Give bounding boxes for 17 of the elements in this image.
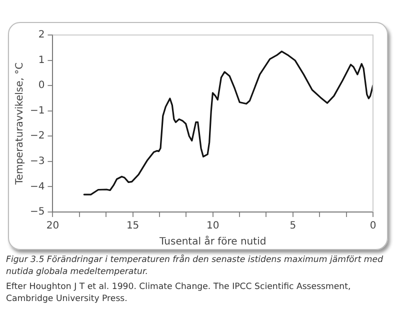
text: Efter Houghton J T et al. 1990. Climate Change. The IPCC Scientific Assessment, Cambridge University Press. — [6, 281, 352, 306]
x-tick-label: 20 — [46, 220, 60, 232]
y-tick-label: 1 — [38, 54, 45, 66]
text: Figur 3.5 Förändringar i temperaturen från den senaste istidens maximum jämfört med nutida globala medeltemperatur. — [6, 254, 384, 278]
x-tick-label: 10 — [206, 220, 220, 232]
x-tick-label: 0 — [370, 220, 376, 232]
y-tick-label: −4 — [30, 181, 45, 192]
y-axis-title: Temperaturavvikelse, °C — [14, 62, 26, 186]
y-tick-label: −5 — [30, 206, 45, 218]
y-tick-label: −2 — [30, 130, 45, 142]
x-tick-label: 15 — [126, 220, 140, 232]
y-tick-label: −3 — [30, 156, 45, 168]
y-tick-label: 0 — [38, 80, 45, 92]
y-tick-label: 2 — [38, 30, 45, 41]
y-tick-label: −1 — [30, 105, 45, 116]
x-axis-title: Tusental år före nutid — [158, 236, 266, 248]
x-tick-label: 5 — [290, 220, 296, 232]
